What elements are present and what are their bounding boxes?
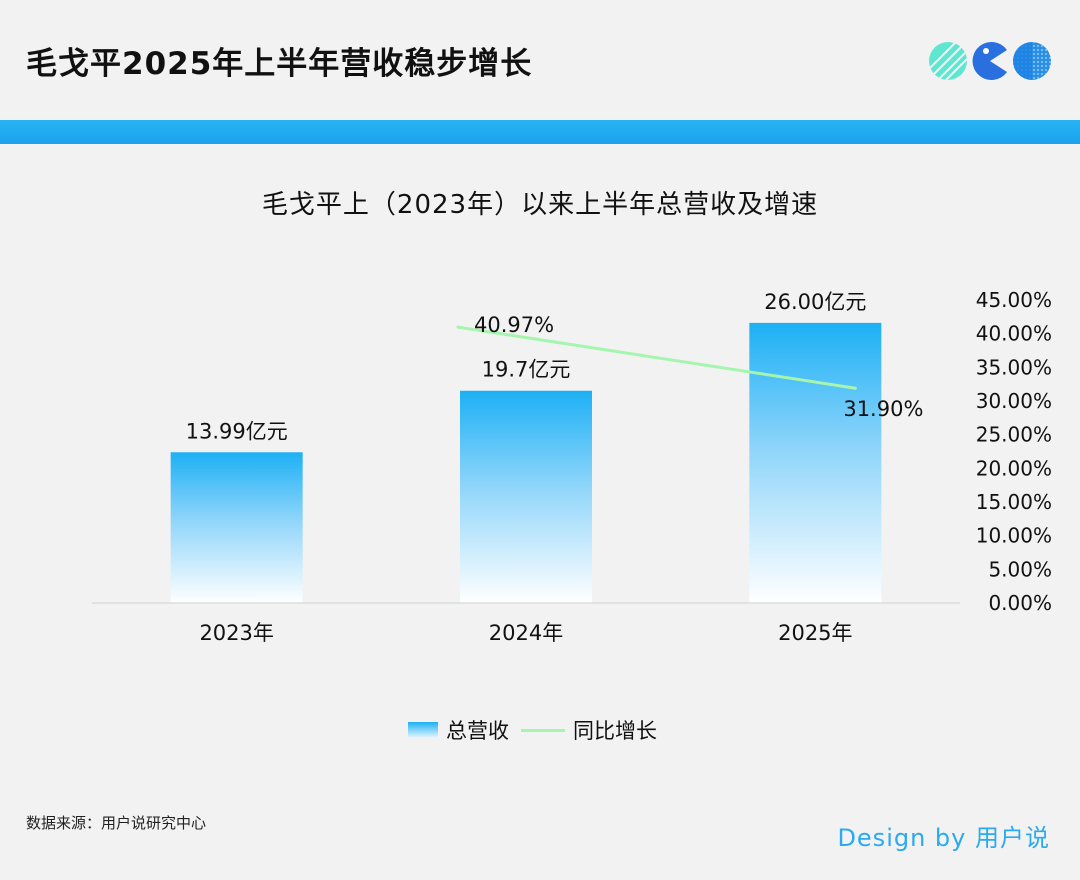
dotted-circle-icon (1013, 42, 1051, 80)
x-tick-label: 2025年 (778, 621, 852, 645)
bar-value-label: 19.7亿元 (482, 358, 571, 382)
page-title: 毛戈平2025年上半年营收稳步增长 (26, 46, 533, 82)
y-right-tick-label: 5.00% (988, 557, 1052, 581)
y-right-tick-label: 20.00% (976, 456, 1052, 480)
growth-line (456, 325, 857, 390)
bar-value-label: 26.00亿元 (764, 290, 866, 314)
y-right-tick-label: 45.00% (976, 288, 1052, 312)
y-right-tick-label: 15.00% (976, 490, 1052, 514)
y-right-tick-label: 40.00% (976, 322, 1052, 346)
bar-value-label: 13.99亿元 (186, 419, 288, 443)
revenue-bar (749, 322, 882, 603)
chart-title: 毛戈平上（2023年）以来上半年总营收及增速 (261, 190, 819, 220)
growth-value-label: 40.97% (474, 313, 554, 337)
growth-point (853, 386, 857, 390)
data-source: 数据来源：用户说研究中心 (26, 814, 207, 832)
x-tick-label: 2023年 (199, 621, 273, 645)
legend-swatch-growth (521, 728, 565, 732)
legend: 总营收 同比增长 (408, 716, 657, 744)
striped-circle-icon (929, 42, 967, 80)
line-layer: 40.97% 31.90% (456, 313, 923, 421)
labels-layer: 13.99亿元 19.7亿元 26.00亿元 (186, 290, 867, 443)
pacman-icon (972, 42, 1007, 80)
legend-swatch-revenue (408, 722, 438, 738)
axis-layer: 2023年 2024年 2025年 0.00% 5.00% 10.00% 15.00% 20.… (92, 288, 1052, 645)
growth-value-label: 31.90% (843, 397, 923, 421)
x-tick-label: 2024年 (489, 621, 563, 645)
y-right-tick-label: 35.00% (976, 355, 1052, 379)
legend-label-growth: 同比增长 (573, 719, 657, 743)
y-right-tick-label: 30.00% (976, 389, 1052, 413)
legend-label-revenue: 总营收 (446, 719, 509, 743)
brand-logo (929, 42, 1051, 80)
accent-band (0, 120, 1080, 144)
bars-layer (170, 322, 882, 603)
growth-point (456, 325, 460, 329)
y-right-tick-label: 0.00% (988, 591, 1052, 615)
design-credit: Design by 用户说 (837, 824, 1050, 852)
y-right-tick-label: 10.00% (976, 524, 1052, 548)
revenue-bar (170, 452, 303, 603)
y-right-tick-label: 25.00% (976, 423, 1052, 447)
revenue-bar (460, 390, 592, 603)
